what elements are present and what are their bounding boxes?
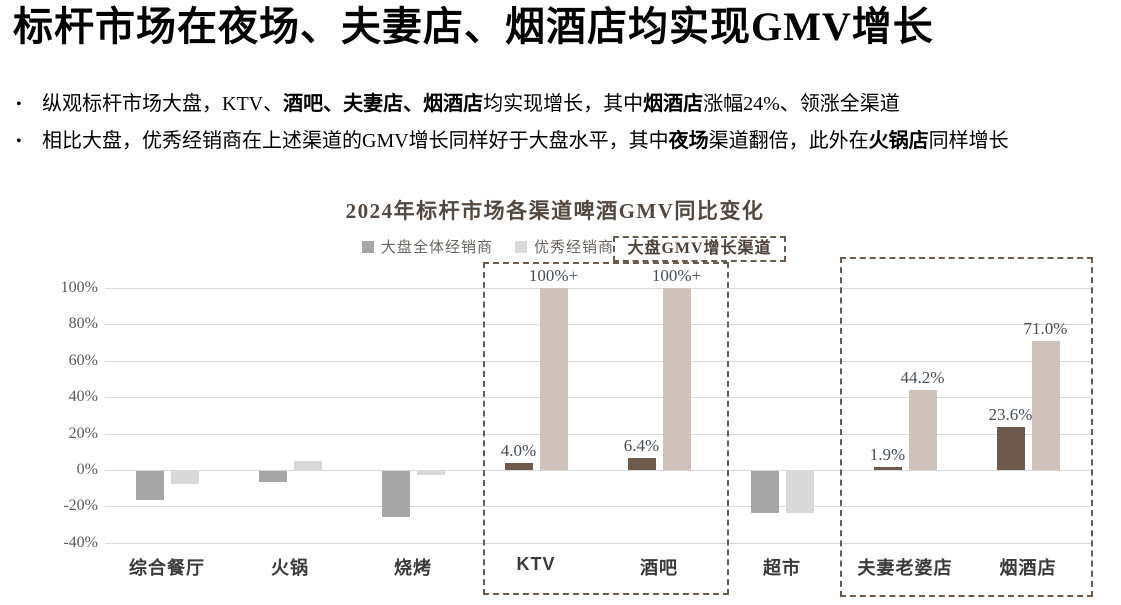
bar-夫妻老婆店-大盘全体经销商 xyxy=(873,466,902,470)
bar-KTV-大盘全体经销商 xyxy=(504,462,533,470)
bar-夫妻老婆店-优秀经销商 xyxy=(908,389,937,470)
bullet-text: 纵观标杆市场大盘，KTV、酒吧、夫妻店、烟酒店均实现增长，其中烟酒店涨幅24%、… xyxy=(42,93,900,115)
bar-酒吧-大盘全体经销商 xyxy=(627,458,656,470)
gridline-100% xyxy=(105,288,1093,289)
growth-channel-box-2 xyxy=(840,257,1093,597)
bar-value-label-夫妻老婆店-大盘全体经销商: 1.9% xyxy=(869,444,906,464)
bullet-list: • 纵观标杆市场大盘，KTV、酒吧、夫妻店、烟酒店均实现增长，其中烟酒店涨幅24%… xyxy=(16,86,1111,160)
bar-烧烤-优秀经销商 xyxy=(416,471,445,475)
y-axis-tick--40%: -40% xyxy=(63,533,98,551)
growth-channel-box-1 xyxy=(483,262,729,595)
bar-火锅-大盘全体经销商 xyxy=(258,471,287,482)
legend-marker-overall xyxy=(362,240,374,253)
page-title: 标杆市场在夜场、夫妻店、烟酒店均实现GMV增长 xyxy=(13,4,934,49)
category-label-超市: 超市 xyxy=(763,558,801,578)
bar-超市-优秀经销商 xyxy=(785,471,814,513)
y-axis-tick-0%: 0% xyxy=(76,461,98,478)
bar-value-label-酒吧-大盘全体经销商: 6.4% xyxy=(623,436,660,456)
category-label-KTV: KTV xyxy=(516,554,556,574)
category-label-综合餐厅: 综合餐厅 xyxy=(129,558,205,578)
y-axis-tick-60%: 60% xyxy=(68,351,98,369)
bar-综合餐厅-优秀经销商 xyxy=(170,471,199,484)
category-label-烟酒店: 烟酒店 xyxy=(999,558,1057,578)
bar-火锅-优秀经销商 xyxy=(293,460,322,470)
gridline--20% xyxy=(105,506,1093,508)
bullet-marker: • xyxy=(16,96,22,113)
bar-value-label-烟酒店-优秀经销商: 71.0% xyxy=(1023,318,1068,338)
y-axis-tick-20%: 20% xyxy=(68,424,98,442)
bar-KTV-优秀经销商 xyxy=(539,288,568,470)
category-label-酒吧: 酒吧 xyxy=(640,558,678,578)
legend-label-overall: 大盘全体经销商 xyxy=(381,240,494,256)
bar-value-label-酒吧-优秀经销商: 100%+ xyxy=(651,266,702,285)
growth-channel-annotation-box: 大盘GMV增长渠道 xyxy=(613,236,786,262)
category-label-火锅: 火锅 xyxy=(271,558,309,578)
gridline-40% xyxy=(105,397,1093,399)
category-label-夫妻老婆店: 夫妻老婆店 xyxy=(857,558,953,578)
gridline-20% xyxy=(105,433,1093,435)
bar-value-label-烟酒店-大盘全体经销商: 23.6% xyxy=(988,405,1033,425)
legend-marker-excellent xyxy=(515,240,528,253)
bullet-marker: • xyxy=(16,133,22,150)
y-axis-tick-100%: 100% xyxy=(60,279,98,296)
bar-烟酒店-大盘全体经销商 xyxy=(996,427,1025,470)
chart-legend: 大盘全体经销商 优秀经销商 xyxy=(362,236,614,257)
chart-title: 2024年标杆市场各渠道啤酒GMV同比变化 xyxy=(345,199,765,223)
gridline-80% xyxy=(105,324,1093,326)
y-axis-tick-40%: 40% xyxy=(68,388,98,406)
bar-酒吧-优秀经销商 xyxy=(662,288,691,470)
legend-label-excellent: 优秀经销商 xyxy=(534,240,615,256)
bar-超市-大盘全体经销商 xyxy=(750,471,779,513)
bullet-text: 相比大盘，优秀经销商在上述渠道的GMV增长同样好于大盘水平，其中夜场渠道翻倍，此… xyxy=(42,130,1009,152)
bar-value-label-KTV-大盘全体经销商: 4.0% xyxy=(500,440,537,460)
gridline-0% xyxy=(105,470,1093,471)
bullet-item-2: • 相比大盘，优秀经销商在上述渠道的GMV增长同样好于大盘水平，其中夜场渠道翻倍，… xyxy=(16,123,1111,160)
y-axis-tick-80%: 80% xyxy=(68,315,98,333)
gridline--40% xyxy=(105,542,1093,544)
bar-value-label-夫妻老婆店-优秀经销商: 44.2% xyxy=(900,367,945,387)
legend-item-overall: 大盘全体经销商 xyxy=(362,236,493,257)
category-label-烧烤: 烧烤 xyxy=(394,558,432,578)
gridline-60% xyxy=(105,360,1093,362)
legend-item-excellent: 优秀经销商 xyxy=(515,236,614,257)
bar-value-label-KTV-优秀经销商: 100%+ xyxy=(528,266,579,285)
bar-综合餐厅-大盘全体经销商 xyxy=(135,471,164,501)
bar-烟酒店-优秀经销商 xyxy=(1031,340,1060,470)
bullet-item-1: • 纵观标杆市场大盘，KTV、酒吧、夫妻店、烟酒店均实现增长，其中烟酒店涨幅24%… xyxy=(16,86,1111,123)
bar-烧烤-大盘全体经销商 xyxy=(381,471,410,517)
y-axis-tick--20%: -20% xyxy=(63,497,98,515)
